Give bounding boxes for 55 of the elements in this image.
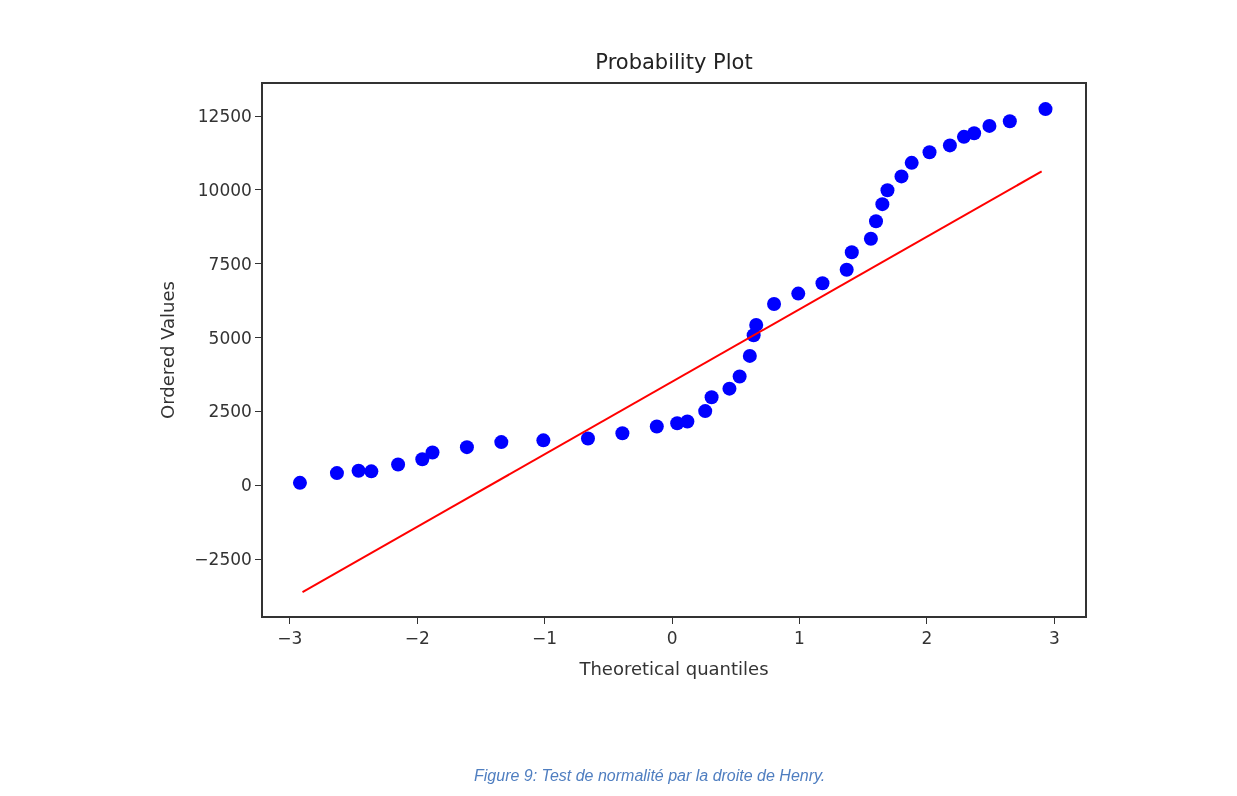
point bbox=[649, 419, 664, 434]
point bbox=[698, 404, 713, 419]
point bbox=[329, 466, 344, 481]
point bbox=[942, 138, 957, 153]
point bbox=[875, 197, 890, 212]
point bbox=[292, 475, 307, 490]
y-tick-label: 7500 bbox=[208, 253, 252, 274]
x-tick-label: −1 bbox=[532, 628, 558, 649]
point bbox=[1038, 102, 1053, 117]
chart-title: Probability Plot bbox=[595, 50, 753, 75]
point bbox=[494, 435, 509, 450]
point bbox=[815, 276, 830, 291]
point bbox=[967, 126, 982, 141]
point bbox=[839, 262, 854, 277]
point bbox=[904, 155, 919, 170]
x-tick-label: 2 bbox=[921, 628, 933, 649]
point bbox=[863, 231, 878, 246]
point bbox=[894, 169, 909, 184]
point bbox=[791, 286, 806, 301]
point bbox=[704, 390, 719, 405]
y-tick-label: 10000 bbox=[197, 179, 252, 200]
x-tick-label: 3 bbox=[1049, 628, 1060, 649]
point bbox=[869, 214, 883, 229]
point bbox=[536, 433, 551, 448]
x-tick-label: 0 bbox=[666, 628, 678, 649]
point bbox=[459, 440, 474, 455]
y-axis-title: Ordered Values bbox=[157, 281, 179, 419]
point bbox=[732, 369, 747, 384]
y-tick-label: 12500 bbox=[197, 106, 252, 127]
point bbox=[580, 431, 595, 446]
point bbox=[922, 145, 937, 160]
x-tick-label: −3 bbox=[277, 628, 303, 649]
y-tick-label: −2500 bbox=[194, 548, 252, 569]
x-axis-title: Theoretical quantiles bbox=[578, 657, 769, 679]
point bbox=[880, 183, 895, 198]
point bbox=[722, 381, 737, 396]
y-tick-label: 0 bbox=[241, 475, 252, 496]
point bbox=[844, 245, 859, 260]
point bbox=[391, 457, 406, 472]
point bbox=[425, 445, 440, 460]
point bbox=[742, 348, 757, 363]
point bbox=[615, 426, 630, 441]
point bbox=[680, 414, 695, 429]
point bbox=[767, 296, 782, 311]
point bbox=[1002, 114, 1017, 129]
caption: Figure 9: Test de normalité par la droite de Henry. bbox=[474, 767, 826, 784]
point bbox=[364, 464, 379, 479]
x-tick-label: 1 bbox=[794, 628, 805, 649]
point bbox=[415, 452, 430, 467]
point bbox=[982, 118, 997, 133]
y-tick-label: 5000 bbox=[208, 327, 252, 348]
y-tick-label: 2500 bbox=[208, 401, 252, 422]
point bbox=[749, 317, 764, 332]
x-tick-label: −2 bbox=[404, 628, 430, 649]
point bbox=[351, 463, 366, 478]
